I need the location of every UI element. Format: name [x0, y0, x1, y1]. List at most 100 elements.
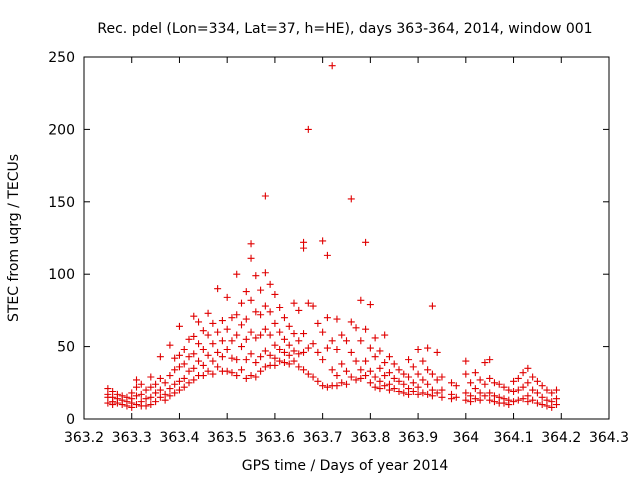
- data-point: [204, 351, 212, 359]
- data-point: [199, 372, 207, 380]
- data-point: [319, 237, 327, 245]
- data-point: [481, 380, 489, 388]
- data-point: [142, 402, 150, 410]
- x-tick-label: 363.9: [398, 430, 438, 446]
- x-tick-label: 363.4: [159, 430, 199, 446]
- data-point: [285, 360, 293, 368]
- data-point: [223, 345, 231, 353]
- x-tick-label: 364: [452, 430, 479, 446]
- data-point: [166, 385, 174, 393]
- data-point: [271, 354, 279, 362]
- data-point: [328, 62, 336, 70]
- data-point: [538, 393, 546, 401]
- data-point: [199, 345, 207, 353]
- data-point: [238, 299, 245, 307]
- data-point: [295, 306, 303, 314]
- data-point: [180, 383, 188, 391]
- data-point: [462, 389, 470, 397]
- data-point: [476, 376, 484, 384]
- data-point: [347, 348, 355, 356]
- data-point: [338, 331, 346, 339]
- data-point: [529, 396, 537, 404]
- data-point: [352, 357, 360, 365]
- data-point: [452, 382, 460, 390]
- data-point: [190, 376, 198, 384]
- data-point: [180, 345, 188, 353]
- x-tick-label: 364.1: [493, 430, 533, 446]
- data-point: [271, 341, 279, 349]
- data-point: [238, 343, 245, 351]
- data-point: [529, 373, 537, 381]
- data-point: [371, 383, 379, 391]
- data-point: [300, 366, 308, 374]
- plot-area-frame: [83, 56, 610, 420]
- axis-ticks: [83, 56, 610, 420]
- data-point: [242, 374, 250, 382]
- data-point: [204, 331, 212, 339]
- data-point: [538, 401, 546, 409]
- data-point: [390, 360, 398, 368]
- data-point: [276, 357, 284, 365]
- data-point: [428, 302, 436, 310]
- data-point: [548, 389, 556, 397]
- data-point: [314, 348, 322, 356]
- data-point: [233, 331, 241, 339]
- data-point: [233, 270, 241, 278]
- data-point: [448, 395, 455, 403]
- data-point: [414, 383, 422, 391]
- data-point: [180, 374, 188, 382]
- data-point: [510, 377, 518, 385]
- data-point: [185, 379, 193, 387]
- data-point: [161, 379, 169, 387]
- data-point: [133, 376, 140, 384]
- data-point: [257, 286, 265, 294]
- data-point: [214, 348, 222, 356]
- data-point: [385, 353, 393, 361]
- data-point: [295, 350, 303, 358]
- data-point: [524, 398, 532, 406]
- data-point: [175, 386, 183, 394]
- data-point: [419, 376, 427, 384]
- data-point: [505, 386, 513, 394]
- data-point: [247, 240, 255, 248]
- data-point: [323, 314, 331, 322]
- data-point: [481, 392, 489, 400]
- data-points: [104, 62, 560, 411]
- data-point: [376, 377, 384, 385]
- data-point: [214, 363, 222, 371]
- data-point: [328, 366, 336, 374]
- data-point: [109, 401, 117, 409]
- data-point: [409, 379, 417, 387]
- data-point: [333, 315, 341, 323]
- data-point: [171, 380, 179, 388]
- data-point: [462, 357, 470, 365]
- data-point: [405, 373, 413, 381]
- data-point: [118, 401, 126, 409]
- data-point: [242, 356, 250, 364]
- data-point: [343, 367, 350, 375]
- x-tick-label: 364.3: [589, 430, 629, 446]
- y-tick-label: 50: [57, 340, 75, 356]
- data-point: [295, 363, 303, 371]
- data-point: [371, 373, 379, 381]
- data-point: [242, 288, 250, 296]
- data-point: [362, 372, 370, 380]
- data-point: [290, 330, 298, 338]
- data-point: [133, 401, 140, 409]
- data-point: [304, 344, 312, 352]
- data-point: [242, 315, 250, 323]
- data-point: [175, 377, 183, 385]
- data-point: [500, 383, 508, 391]
- data-point: [319, 382, 327, 390]
- data-point: [190, 312, 198, 320]
- data-point: [290, 357, 298, 365]
- data-point: [433, 376, 441, 384]
- data-point: [428, 370, 436, 378]
- data-point: [228, 369, 236, 377]
- data-point: [209, 370, 217, 378]
- data-point: [304, 125, 312, 133]
- data-point: [467, 379, 475, 387]
- data-point: [409, 387, 417, 395]
- data-point: [424, 390, 432, 398]
- data-point: [238, 321, 245, 329]
